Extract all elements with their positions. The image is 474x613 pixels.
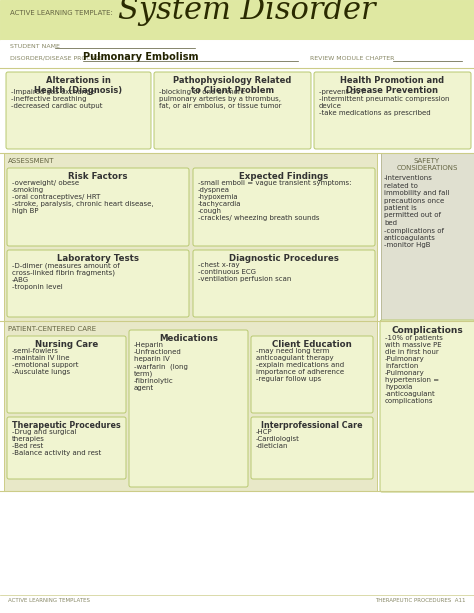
Text: Therapeutic Procedures: Therapeutic Procedures [12, 421, 121, 430]
Text: ACTIVE LEARNING TEMPLATES: ACTIVE LEARNING TEMPLATES [8, 598, 90, 603]
Text: -overweight/ obese
-smoking
-oral contraceptives/ HRT
-stroke, paralysis, chroni: -overweight/ obese -smoking -oral contra… [12, 180, 154, 215]
Text: -prevent DVT
-intermittent pneumatic compression
device
-take medications as pre: -prevent DVT -intermittent pneumatic com… [319, 89, 449, 116]
Text: Medications: Medications [159, 334, 218, 343]
FancyBboxPatch shape [314, 72, 471, 149]
FancyBboxPatch shape [129, 330, 248, 487]
FancyBboxPatch shape [251, 417, 373, 479]
Bar [4, 153, 377, 321]
Text: -HCP
-Cardiologist
-dietician: -HCP -Cardiologist -dietician [256, 429, 300, 449]
Text: REVIEW MODULE CHAPTER: REVIEW MODULE CHAPTER [310, 56, 394, 61]
Text: Pathophysiology Related
to Client Problem: Pathophysiology Related to Client Proble… [173, 76, 292, 96]
Text: ASSESSMENT: ASSESSMENT [8, 158, 55, 164]
Text: Diagnostic Procedures: Diagnostic Procedures [229, 254, 339, 263]
Text: -Impaired gas exchange
-ineffective breathing
-decreased cardiac output: -Impaired gas exchange -ineffective brea… [11, 89, 102, 109]
Bar [381, 153, 474, 321]
Text: -10% of patients
with massive PE
die in first hour
-Pulmonary
infarction
-Pulmon: -10% of patients with massive PE die in … [385, 335, 443, 403]
Text: -Heparin
-Unfractioned
heparin IV
-warfarin  (long
term)
-fibrinolytic
agent: -Heparin -Unfractioned heparin IV -warfa… [134, 342, 188, 391]
FancyBboxPatch shape [7, 417, 126, 479]
Bar [4, 321, 377, 491]
Text: Pulmonary Embolism: Pulmonary Embolism [83, 52, 199, 62]
FancyBboxPatch shape [154, 72, 311, 149]
Text: -may need long term
anticoagulant therapy
-explain medications and
importance of: -may need long term anticoagulant therap… [256, 348, 344, 383]
Text: ACTIVE LEARNING TEMPLATE:: ACTIVE LEARNING TEMPLATE: [10, 10, 113, 16]
Bar [0, 595, 474, 613]
Text: Health Promotion and
Disease Prevention: Health Promotion and Disease Prevention [340, 76, 445, 96]
FancyBboxPatch shape [7, 168, 189, 246]
FancyBboxPatch shape [6, 72, 151, 149]
FancyBboxPatch shape [193, 250, 375, 317]
Text: Nursing Care: Nursing Care [35, 340, 98, 349]
Text: Interprofessional Care: Interprofessional Care [261, 421, 363, 430]
Text: PATIENT-CENTERED CARE: PATIENT-CENTERED CARE [8, 326, 96, 332]
Text: Complications: Complications [392, 326, 464, 335]
Text: Laboratory Tests: Laboratory Tests [57, 254, 139, 263]
Text: Risk Factors: Risk Factors [68, 172, 128, 181]
Text: Expected Findings: Expected Findings [239, 172, 328, 181]
Text: -semi-fowlers
-maintain IV line
-emotional support
-Ausculate lungs: -semi-fowlers -maintain IV line -emotion… [12, 348, 79, 375]
Bar [0, 40, 474, 68]
Text: -chest x-ray
-continuous ECG
-ventilation perfusion scan: -chest x-ray -continuous ECG -ventilatio… [198, 262, 292, 282]
Text: SAFETY
CONSIDERATIONS: SAFETY CONSIDERATIONS [396, 158, 458, 171]
Text: -interventions
related to
immobility and fall
precautions once
patient is
permit: -interventions related to immobility and… [384, 175, 449, 248]
FancyBboxPatch shape [251, 336, 373, 413]
Text: THERAPEUTIC PROCEDURES  A11: THERAPEUTIC PROCEDURES A11 [375, 598, 466, 603]
FancyBboxPatch shape [7, 336, 126, 413]
Text: System Disorder: System Disorder [118, 0, 375, 26]
FancyBboxPatch shape [7, 250, 189, 317]
Text: -blocking of one or more
pulmonary arteries by a thrombus,
fat, or air embolus, : -blocking of one or more pulmonary arter… [159, 89, 282, 109]
Text: Alterations in
Health (Diagnosis): Alterations in Health (Diagnosis) [35, 76, 123, 96]
FancyBboxPatch shape [193, 168, 375, 246]
Text: DISORDER/DISEASE PROCESS: DISORDER/DISEASE PROCESS [10, 56, 102, 61]
Bar [0, 0, 474, 40]
Text: Client Education: Client Education [272, 340, 352, 349]
Text: -D-dimer (measures amount of
cross-linked fibrin fragments)
-ABG
-troponin level: -D-dimer (measures amount of cross-linke… [12, 262, 120, 291]
FancyBboxPatch shape [380, 320, 474, 492]
Text: -Drug and surgical
therapies
-Bed rest
-Balance activity and rest: -Drug and surgical therapies -Bed rest -… [12, 429, 101, 456]
Text: STUDENT NAME: STUDENT NAME [10, 45, 60, 50]
Text: -small emboli = vague transient symptoms:
-dyspnea
-hypoxemia
-tachycardia
-coug: -small emboli = vague transient symptoms… [198, 180, 352, 221]
